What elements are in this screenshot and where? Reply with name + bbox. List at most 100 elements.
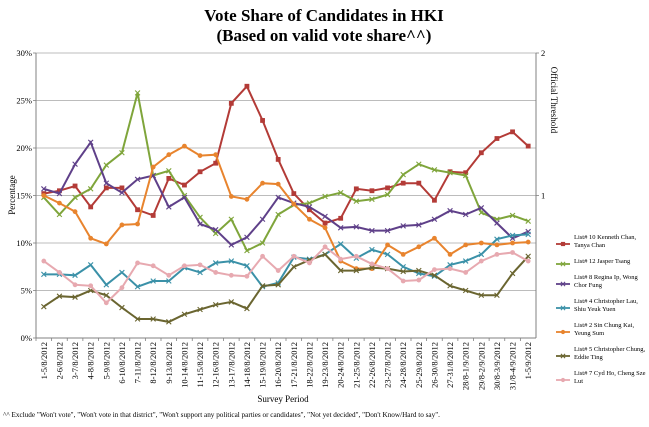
- data-point: [369, 188, 375, 194]
- data-point: [291, 191, 297, 196]
- chart-title: Vote Share of Candidates in HKI: [204, 6, 444, 25]
- data-point: [197, 262, 203, 268]
- data-point: [166, 272, 172, 278]
- data-point: [510, 240, 515, 246]
- data-point: [353, 198, 360, 204]
- data-point: [369, 246, 375, 253]
- legend-label: Eddie Ting: [574, 354, 603, 361]
- data-point: [182, 143, 187, 149]
- data-point: [322, 220, 328, 226]
- legend-label: Shiu Yeuk Yuen: [574, 306, 616, 313]
- data-point: [275, 157, 281, 162]
- data-point: [275, 194, 281, 201]
- y2-axis-title: Official Threshold: [549, 67, 559, 134]
- data-point: [103, 162, 110, 168]
- data-point: [259, 282, 266, 289]
- data-point: [337, 267, 344, 274]
- data-point: [228, 242, 235, 248]
- data-point: [87, 262, 94, 268]
- data-point: [400, 171, 406, 178]
- data-point: [322, 225, 328, 231]
- data-point: [463, 242, 469, 248]
- data-point: [525, 239, 531, 245]
- data-point: [72, 294, 78, 300]
- data-point: [103, 180, 110, 186]
- x-tick-label: 29/8-2/9/2012: [476, 342, 486, 390]
- data-point: [72, 209, 78, 215]
- y-tick-label: 25%: [16, 96, 32, 106]
- data-point: [41, 303, 47, 310]
- data-point: [244, 247, 250, 254]
- data-point: [275, 268, 281, 273]
- data-point: [560, 241, 566, 247]
- data-point: [228, 100, 234, 106]
- x-tick-label: 15-19/8/2012: [258, 342, 268, 388]
- data-point: [135, 221, 140, 227]
- data-point: [181, 194, 188, 201]
- data-point: [135, 207, 140, 213]
- x-tick-label: 20-24/8/2012: [336, 342, 346, 388]
- data-point: [88, 235, 94, 241]
- data-point: [447, 266, 453, 272]
- legend-label: Lut: [574, 378, 583, 385]
- chart-subtitle: (Based on valid vote share^^): [217, 26, 432, 45]
- data-point: [478, 205, 485, 211]
- data-point: [416, 244, 422, 250]
- data-point: [56, 190, 63, 197]
- data-point: [307, 216, 312, 222]
- y-axis-title: Percentage: [7, 175, 17, 214]
- data-point: [431, 167, 438, 173]
- data-point: [509, 212, 516, 219]
- data-point: [494, 252, 500, 257]
- x-tick-label: 24-28/8/2012: [398, 342, 408, 388]
- series-line: [43, 245, 529, 305]
- data-point: [353, 253, 359, 259]
- data-point: [494, 136, 500, 141]
- data-point: [135, 260, 140, 266]
- data-point: [385, 266, 390, 272]
- x-tick-label: 2-6/8/2012: [54, 342, 64, 379]
- x-tick-label: 6-10/8/2012: [117, 342, 127, 384]
- data-point: [166, 204, 172, 210]
- data-point: [462, 211, 469, 218]
- data-point: [57, 270, 62, 275]
- data-point: [150, 263, 156, 269]
- x-axis-title: Survey Period: [257, 394, 309, 404]
- data-point: [103, 185, 109, 191]
- data-point: [228, 299, 235, 305]
- data-point: [560, 261, 566, 267]
- data-point: [322, 244, 328, 250]
- data-point: [432, 197, 437, 203]
- data-point: [197, 269, 203, 276]
- data-point: [244, 234, 250, 241]
- y-tick-label: 5%: [21, 286, 32, 296]
- data-point: [525, 253, 531, 260]
- data-point: [369, 261, 375, 267]
- data-point: [478, 258, 484, 264]
- data-point: [260, 180, 265, 186]
- data-point: [150, 278, 156, 284]
- data-point: [384, 251, 391, 258]
- legend-label: List# 2 Sin Chung Kai,: [574, 322, 635, 329]
- data-point: [338, 256, 344, 262]
- data-point: [431, 216, 438, 223]
- x-tick-label: 26-30/8/2012: [429, 342, 439, 388]
- x-tick-label: 16-20/8/2012: [273, 342, 283, 388]
- data-point: [462, 287, 469, 294]
- data-point: [41, 186, 47, 192]
- legend-label: List# 12 Jasper Tsang: [574, 258, 631, 265]
- data-point: [525, 258, 531, 264]
- data-point: [385, 242, 390, 248]
- x-tick-label: 31/8-4/9/2012: [508, 342, 518, 390]
- data-point: [384, 191, 391, 198]
- data-point: [400, 252, 406, 257]
- data-point: [275, 181, 281, 187]
- data-point: [494, 292, 500, 299]
- data-point: [119, 189, 125, 196]
- series-line: [43, 144, 529, 270]
- data-point: [322, 193, 328, 200]
- data-point: [400, 223, 406, 229]
- data-point: [509, 270, 516, 277]
- data-point: [56, 211, 63, 218]
- data-point: [322, 251, 328, 258]
